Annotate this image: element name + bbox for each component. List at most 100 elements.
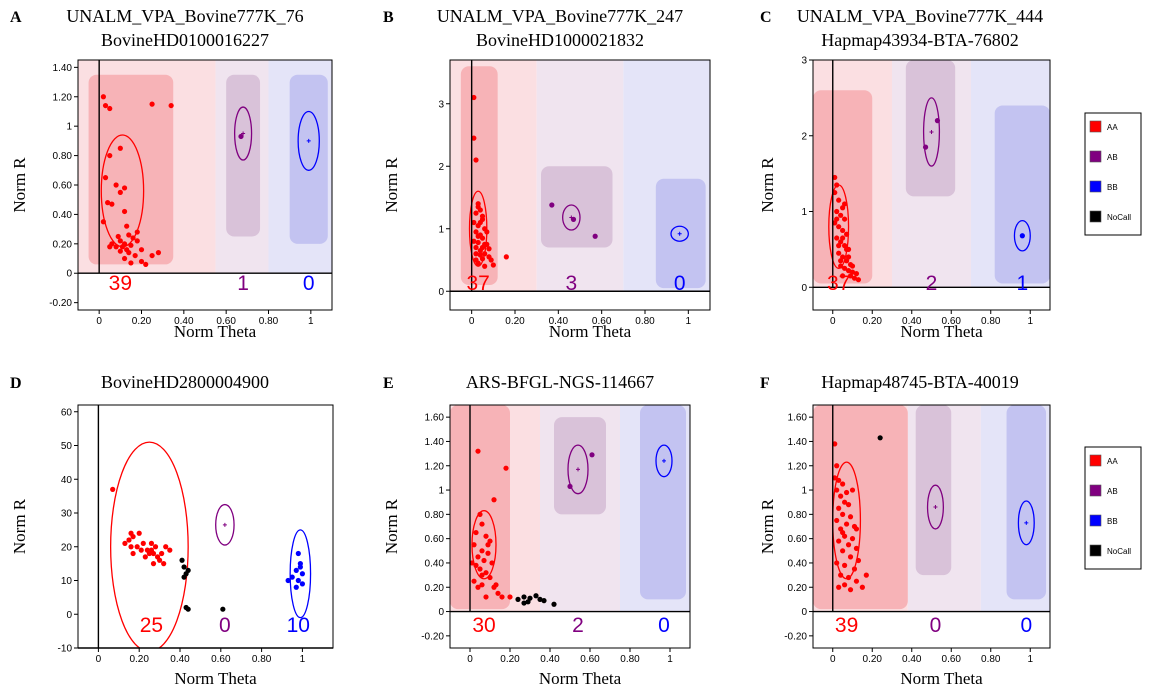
data-point-aa <box>479 582 485 588</box>
data-point-aa <box>836 224 842 230</box>
y-axis-label: Norm R <box>382 157 401 213</box>
data-point-aa <box>473 257 479 263</box>
data-point-aa <box>150 561 157 567</box>
data-point-aa <box>475 239 481 246</box>
data-point-aa <box>471 238 477 244</box>
data-point-aa <box>836 197 842 203</box>
data-point-aa <box>475 448 481 454</box>
x-tick-label: 0 <box>467 654 473 665</box>
region-core-bb <box>640 405 686 600</box>
data-point-aa <box>843 231 850 237</box>
data-point-ab <box>567 483 573 490</box>
data-point-aa <box>838 258 844 264</box>
cluster-center-bb <box>677 231 682 236</box>
data-point-aa <box>853 578 860 584</box>
legend-label: NoCall <box>1107 213 1131 222</box>
count-bb: 0 <box>1020 614 1032 637</box>
plot-area <box>813 405 1050 648</box>
region-core-aa <box>813 90 873 284</box>
cluster-ellipse-ab <box>567 444 589 495</box>
data-point-aa <box>863 572 869 578</box>
y-axis-label: Norm R <box>758 157 777 213</box>
x-tick-label: 0.60 <box>942 654 962 665</box>
data-point-aa <box>840 481 846 487</box>
count-bb: 0 <box>303 272 315 295</box>
data-point-aa <box>167 547 173 553</box>
count-aa: 39 <box>835 614 858 637</box>
data-point-nocall <box>220 606 226 612</box>
panel-letter: D <box>10 375 22 392</box>
data-point-aa <box>853 271 860 277</box>
data-point-aa <box>107 105 113 112</box>
y-tick-label: -0.20 <box>421 631 444 642</box>
data-point-aa <box>834 208 840 215</box>
legend-swatch-bb <box>1089 514 1102 527</box>
count-strip <box>78 273 332 310</box>
data-point-aa <box>507 594 513 600</box>
data-point-aa <box>124 223 130 229</box>
chart-title-line: BovineHD2800004900 <box>101 372 269 392</box>
chart-title-line: Hapmap43934-BTA-76802 <box>821 30 1019 50</box>
cluster-center-ab <box>222 522 227 527</box>
data-point-aa <box>477 252 483 258</box>
region-core-ab <box>554 417 606 515</box>
panel-letter: E <box>383 375 394 392</box>
data-point-ab <box>934 118 941 124</box>
x-tick-label: 1 <box>1027 316 1033 327</box>
data-point-aa <box>488 257 494 263</box>
data-point-bb <box>295 550 301 557</box>
y-tick-label: 1 <box>66 122 72 133</box>
data-point-aa <box>140 540 146 546</box>
data-point-nocall <box>181 564 187 570</box>
legend: AA AB BB NoCall <box>1084 112 1142 236</box>
y-tick-label: 1 <box>801 486 807 497</box>
data-point-bb <box>297 564 303 570</box>
data-point-aa <box>161 561 167 567</box>
data-point-aa <box>840 529 846 536</box>
region-core-bb <box>1006 405 1047 600</box>
panel-a: 39 1 0 0 0.20 0.40 0.60 0.80 1 -0.20 0 0.20 0.40 0.60… <box>10 6 333 341</box>
data-point-aa <box>130 550 136 557</box>
y-tick-label: 1.40 <box>425 437 445 448</box>
data-point-aa <box>489 560 495 566</box>
data-point-ab <box>570 216 577 222</box>
data-point-aa <box>136 530 142 536</box>
x-tick-label: 0.40 <box>902 316 922 327</box>
data-point-aa <box>838 493 844 499</box>
data-point-aa <box>477 566 483 572</box>
data-point-aa <box>471 219 477 226</box>
data-point-aa <box>475 233 481 239</box>
data-point-aa <box>128 544 134 550</box>
y-tick-label: 0.60 <box>788 534 808 545</box>
y-tick-label: 50 <box>61 441 73 452</box>
data-point-aa <box>126 232 132 238</box>
data-point-aa <box>473 157 479 163</box>
count-ab: 2 <box>572 614 584 637</box>
cluster-ellipse-ab <box>233 106 253 161</box>
data-point-aa <box>168 102 174 109</box>
y-tick-label: 10 <box>61 576 73 587</box>
data-point-aa <box>485 550 491 556</box>
data-point-aa <box>847 587 854 593</box>
data-point-aa <box>128 242 134 248</box>
data-point-aa <box>138 547 144 553</box>
y-axis-label: Norm R <box>10 157 29 213</box>
data-point-aa <box>849 487 856 493</box>
y-tick-label: 0.20 <box>788 583 808 594</box>
data-point-aa <box>110 486 116 492</box>
legend-swatch-bb <box>1089 180 1102 193</box>
legend-swatch-nocall <box>1089 544 1102 557</box>
data-point-nocall <box>179 557 185 563</box>
count-ab: 0 <box>930 614 942 637</box>
data-point-nocall <box>181 574 187 580</box>
cluster-center-bb <box>306 138 311 143</box>
data-point-aa <box>842 265 848 271</box>
legend: AA AB BB NoCall <box>1084 446 1142 570</box>
data-point-aa <box>155 250 162 256</box>
y-tick-label: 1.40 <box>53 63 73 74</box>
data-point-aa <box>138 258 145 265</box>
data-point-aa <box>107 152 113 159</box>
y-tick-label: 40 <box>61 475 73 486</box>
y-tick-label: 0 <box>801 283 807 294</box>
x-tick-label: 0.80 <box>981 654 1001 665</box>
